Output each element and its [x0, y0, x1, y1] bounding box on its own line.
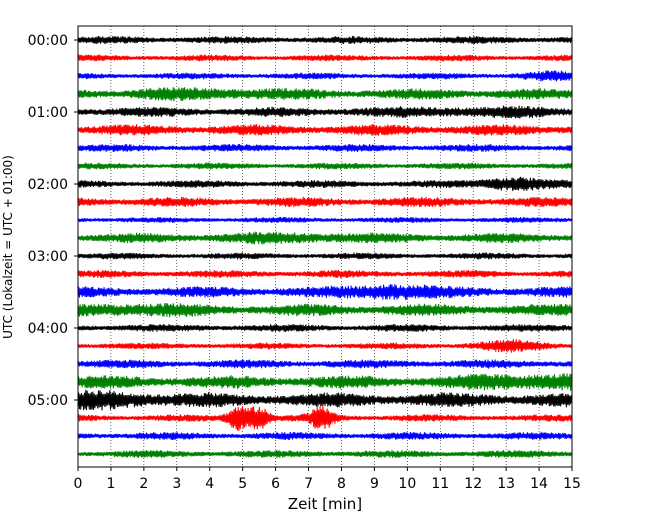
x-tick-label: 3 [172, 476, 181, 492]
x-tick-label: 2 [139, 476, 148, 492]
x-axis-label: Zeit [min] [288, 495, 362, 513]
seismic-traces [77, 35, 573, 458]
trace-00 [77, 35, 573, 45]
trace-17 [77, 338, 573, 353]
x-tick-label: 1 [106, 476, 115, 492]
trace-15 [77, 302, 573, 318]
trace-03 [77, 87, 573, 102]
y-tick-label: 02:00 [28, 177, 68, 193]
trace-14 [77, 284, 573, 301]
y-tick-label: 01:00 [28, 105, 68, 121]
trace-23 [77, 449, 573, 458]
plot-frame [77, 25, 573, 468]
x-tick-label: 15 [563, 476, 581, 492]
x-tick-label: 7 [304, 476, 313, 492]
y-tick-label: 05:00 [28, 393, 68, 409]
trace-13 [77, 269, 573, 279]
x-axis-ticks: 0 1 2 3 4 5 6 7 8 9 10 11 12 13 14 15 [74, 467, 581, 492]
y-axis-label: UTC (Lokalzeit = UTC + 01:00) [1, 155, 15, 339]
trace-07 [77, 162, 573, 170]
y-axis-ticks: 00:00 01:00 02:00 03:00 04:00 05:00 [28, 33, 78, 409]
trace-19 [77, 373, 573, 392]
trace-01 [77, 54, 573, 62]
trace-02 [77, 70, 573, 82]
x-tick-label: 0 [74, 476, 83, 492]
trace-12 [77, 252, 573, 260]
x-tick-label: 5 [238, 476, 247, 492]
x-tick-label: 8 [337, 476, 346, 492]
trace-20 [77, 389, 573, 411]
y-tick-label: 03:00 [28, 249, 68, 265]
x-tick-label: 11 [431, 476, 449, 492]
trace-04 [77, 105, 573, 119]
x-tick-label: 10 [398, 476, 416, 492]
x-tick-label: 4 [205, 476, 214, 492]
x-tick-label: 12 [464, 476, 482, 492]
x-tick-label: 6 [271, 476, 280, 492]
y-tick-label: 04:00 [28, 321, 68, 337]
trace-21 [77, 404, 573, 432]
trace-11 [77, 231, 573, 245]
trace-09 [77, 196, 573, 208]
y-tick-label: 00:00 [28, 33, 68, 49]
x-tick-label: 9 [370, 476, 379, 492]
x-tick-label: 13 [497, 476, 515, 492]
trace-18 [77, 359, 573, 369]
trace-08 [77, 176, 573, 192]
trace-16 [77, 323, 573, 333]
trace-05 [77, 124, 573, 136]
trace-22 [77, 431, 573, 441]
trace-06 [77, 143, 573, 153]
trace-10 [77, 216, 573, 224]
x-tick-label: 14 [530, 476, 548, 492]
